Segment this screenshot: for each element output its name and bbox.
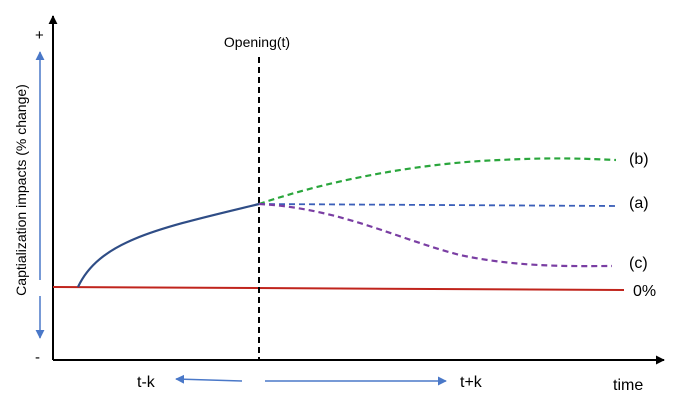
curve-c-label: (c) [629,255,648,272]
curve-a [258,203,617,207]
curve-c [258,202,613,268]
y-axis-plus-label: + [35,27,44,44]
after-label: t+k [460,374,483,391]
curve-pre-opening [77,202,260,288]
x-axis-label: time [613,377,643,394]
y-axis-minus-label: - [35,349,40,366]
y-axis-label: Captialization impacts (% change) [13,84,29,296]
curve-a-label: (a) [629,195,649,212]
event-label: Opening(t) [224,34,290,50]
curve-b [258,157,617,206]
before-arrow [175,374,243,384]
before-label: t-k [137,374,156,391]
baseline-line [52,286,625,291]
baseline-label: 0% [633,283,656,300]
curve-b-label: (b) [629,151,649,168]
